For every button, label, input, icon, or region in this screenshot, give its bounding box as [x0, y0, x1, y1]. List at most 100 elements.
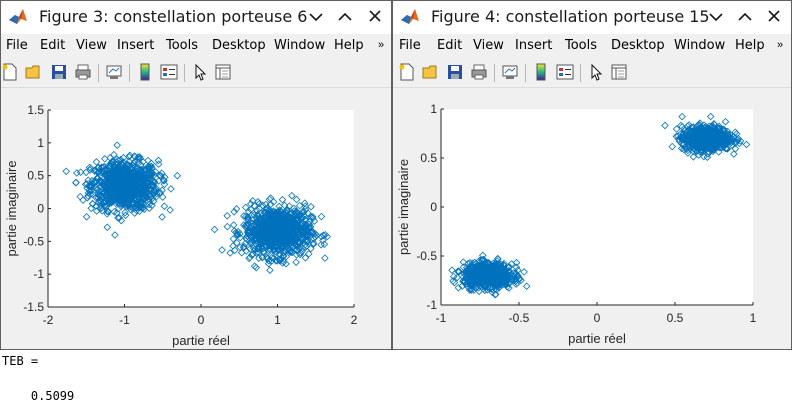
close-button[interactable]: [761, 5, 787, 29]
minimize-button[interactable]: [303, 5, 329, 29]
data-point: [709, 130, 717, 139]
data-point: [493, 279, 502, 288]
data-point: [242, 247, 251, 255]
insert-legend-icon[interactable]: [160, 63, 178, 81]
menu-help[interactable]: Help: [334, 38, 364, 53]
data-point: [687, 123, 696, 132]
menu-overflow-icon[interactable]: »: [777, 39, 784, 51]
data-point: [82, 168, 90, 177]
command-window[interactable]: TEB = 0.5099: [0, 350, 792, 407]
menu-file[interactable]: File: [6, 38, 28, 53]
data-point: [151, 168, 160, 176]
maximize-button[interactable]: [332, 5, 358, 29]
print-icon[interactable]: [74, 63, 92, 81]
menu-tools[interactable]: Tools: [565, 38, 598, 53]
data-point: [317, 232, 326, 241]
property-inspector-icon[interactable]: [214, 63, 232, 81]
figure-window-3[interactable]: Figure 3: constellation porteuse 6 File …: [0, 0, 392, 350]
data-point: [223, 212, 231, 220]
data-point: [255, 243, 263, 251]
toolbar-separator: [98, 64, 99, 82]
data-point: [304, 209, 313, 218]
maximize-button[interactable]: [732, 5, 758, 29]
menu-edit[interactable]: Edit: [40, 38, 66, 53]
data-point: [82, 213, 91, 221]
data-point: [297, 210, 306, 219]
data-point: [173, 171, 182, 180]
edit-plot-icon[interactable]: [587, 63, 605, 81]
data-point: [723, 134, 732, 142]
insert-colorbar-icon[interactable]: [136, 63, 154, 81]
menu-overflow-icon[interactable]: »: [378, 39, 385, 51]
data-point: [269, 215, 278, 223]
edit-plot-icon[interactable]: [191, 63, 209, 81]
data-point: [287, 241, 296, 250]
data-point: [139, 175, 148, 184]
menu-view[interactable]: View: [76, 38, 107, 53]
data-point: [321, 231, 330, 239]
title-bar[interactable]: Figure 3: constellation porteuse 6: [1, 1, 391, 34]
menu-tools[interactable]: Tools: [166, 38, 199, 53]
data-point: [661, 121, 669, 130]
data-point: [106, 177, 114, 186]
data-point: [121, 201, 129, 210]
save-icon[interactable]: [50, 63, 68, 81]
data-point: [229, 221, 238, 229]
data-point: [104, 161, 113, 170]
data-point: [142, 184, 151, 192]
scatter-chart[interactable]: -2 -1 0 1 2 1.5 1 0.5 0 -0.5 -1 -1.5 partie réel part…: [1, 89, 392, 350]
link-plot-icon[interactable]: [105, 63, 123, 81]
menu-edit[interactable]: Edit: [437, 38, 463, 53]
data-point: [121, 208, 129, 217]
minimize-button[interactable]: [703, 5, 729, 29]
print-icon[interactable]: [470, 63, 488, 81]
save-icon[interactable]: [446, 63, 464, 81]
data-point: [255, 200, 263, 208]
figure-toolbar: [1, 58, 391, 88]
scatter-chart[interactable]: -1 -0.5 0 0.5 1 1 0.5 0 -0.5 -1 partie réel partie …: [393, 89, 792, 350]
menu-window[interactable]: Window: [274, 38, 326, 53]
data-point: [712, 138, 721, 146]
insert-colorbar-icon[interactable]: [532, 63, 550, 81]
data-point: [110, 150, 118, 159]
data-point: [248, 197, 257, 205]
menu-help[interactable]: Help: [735, 38, 765, 53]
data-point: [236, 233, 244, 242]
data-point: [721, 117, 730, 126]
new-figure-icon[interactable]: [398, 63, 416, 81]
open-file-icon[interactable]: [422, 63, 440, 81]
data-point: [309, 230, 318, 238]
data-point: [106, 162, 114, 171]
data-point: [149, 190, 158, 198]
data-point: [720, 125, 728, 134]
menu-window[interactable]: Window: [674, 38, 726, 53]
data-point: [265, 257, 273, 265]
menu-file[interactable]: File: [399, 38, 421, 53]
data-point: [88, 182, 96, 191]
data-point: [300, 216, 309, 224]
link-plot-icon[interactable]: [501, 63, 519, 81]
y-axis-label: partie imaginaire: [396, 159, 411, 255]
data-point: [103, 189, 112, 198]
menu-desktop[interactable]: Desktop: [212, 38, 266, 53]
menu-insert[interactable]: Insert: [117, 38, 155, 53]
insert-legend-icon[interactable]: [556, 63, 574, 81]
data-point: [319, 231, 328, 240]
data-point: [266, 220, 275, 228]
property-inspector-icon[interactable]: [610, 63, 628, 81]
title-bar[interactable]: Figure 4: constellation porteuse 15: [393, 1, 791, 34]
close-icon: [768, 10, 780, 22]
close-button[interactable]: [362, 5, 388, 29]
data-point: [154, 177, 163, 185]
data-point: [731, 139, 739, 148]
data-point: [454, 283, 463, 292]
open-file-icon[interactable]: [25, 63, 43, 81]
figure-window-4[interactable]: Figure 4: constellation porteuse 15 File…: [392, 0, 792, 350]
menu-insert[interactable]: Insert: [515, 38, 553, 53]
menu-view[interactable]: View: [473, 38, 504, 53]
data-point: [241, 203, 250, 212]
plot-area: -2 -1 0 1 2 1.5 1 0.5 0 -0.5 -1 -1.5 partie réel part…: [1, 89, 391, 349]
menu-desktop[interactable]: Desktop: [611, 38, 665, 53]
new-figure-icon[interactable]: [1, 63, 19, 81]
